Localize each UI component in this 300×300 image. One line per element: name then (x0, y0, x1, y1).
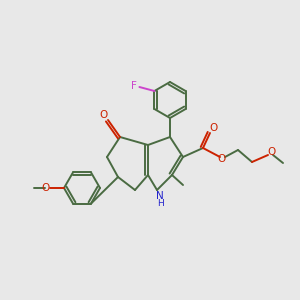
Text: O: O (218, 154, 226, 164)
Text: O: O (41, 183, 49, 193)
Text: O: O (267, 147, 275, 157)
Text: F: F (131, 81, 137, 91)
Text: N: N (156, 191, 164, 201)
Text: O: O (100, 110, 108, 120)
Text: O: O (209, 123, 217, 133)
Text: H: H (157, 199, 164, 208)
